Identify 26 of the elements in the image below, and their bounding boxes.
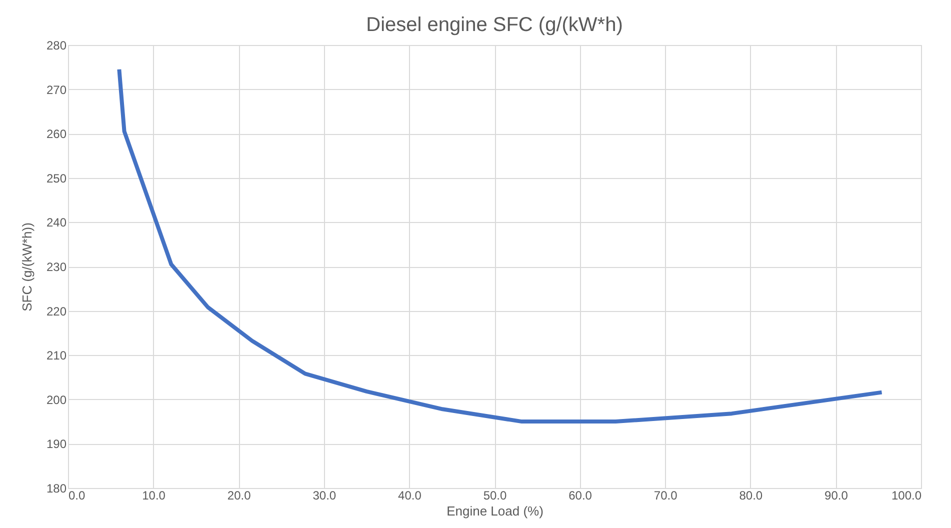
x-tick-label: 50.0: [483, 488, 507, 502]
y-tick-label: 240: [46, 216, 67, 230]
y-tick-label: 260: [46, 127, 67, 142]
x-tick-label: 70.0: [654, 488, 678, 502]
y-axis-title: SFC (g/(kW*h)): [19, 222, 34, 312]
x-tick-label: 80.0: [739, 488, 763, 502]
x-tick-label: 90.0: [824, 488, 848, 502]
y-tick-label: 220: [46, 304, 67, 318]
y-tick-label: 280: [46, 38, 67, 52]
x-tick-label: 10.0: [142, 488, 166, 502]
x-tick-label: 40.0: [398, 488, 422, 502]
line-series: [117, 67, 884, 424]
x-tick-label: 100.0: [891, 488, 922, 502]
y-tick-label: 250: [46, 171, 67, 186]
chart-title: Diesel engine SFC (g/(kW*h): [366, 14, 623, 36]
x-tick-label: 20.0: [227, 488, 252, 502]
x-tick-label: 60.0: [568, 488, 592, 502]
x-tick-label: 30.0: [312, 488, 336, 502]
x-tick-label: 0.0: [68, 488, 86, 502]
y-tick-label: 210: [46, 348, 67, 363]
y-tick-label: 230: [46, 260, 67, 274]
y-tick-label: 200: [46, 392, 67, 407]
x-axis-title: Engine Load (%): [446, 504, 544, 518]
y-tick-label: 180: [46, 482, 67, 496]
y-tick-label: 190: [46, 437, 67, 452]
y-tick-label: 270: [46, 82, 67, 97]
